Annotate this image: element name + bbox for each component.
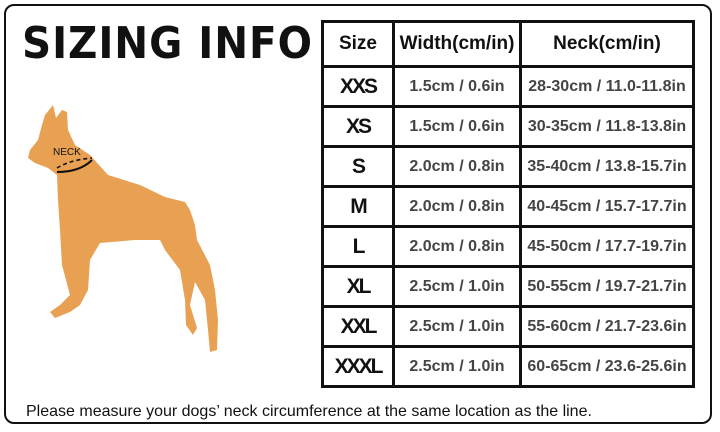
table-header: Size Width(cm/in) Neck(cm/in) bbox=[321, 20, 695, 68]
table-row: XXS 1.5cm / 0.6in 28-30cm / 11.0-11.8in bbox=[321, 65, 695, 108]
neck-cell: 45-50cm / 17.7-19.7in bbox=[519, 225, 695, 268]
width-cell: 1.5cm / 0.6in bbox=[392, 65, 522, 108]
neck-cell: 40-45cm / 15.7-17.7in bbox=[519, 185, 695, 228]
size-cell: XL bbox=[321, 265, 395, 308]
size-cell: XXXL bbox=[321, 345, 395, 388]
page-title: SIZING INFO bbox=[22, 18, 313, 69]
table-row: M 2.0cm / 0.8in 40-45cm / 15.7-17.7in bbox=[321, 185, 695, 228]
width-cell: 2.5cm / 1.0in bbox=[392, 345, 522, 388]
neck-line bbox=[56, 159, 93, 173]
size-table: Size Width(cm/in) Neck(cm/in) XXS 1.5cm /… bbox=[321, 20, 695, 388]
size-cell: M bbox=[321, 185, 395, 228]
width-cell: 2.5cm / 1.0in bbox=[392, 265, 522, 308]
table-row: XXL 2.5cm / 1.0in 55-60cm / 21.7-23.6in bbox=[321, 305, 695, 348]
header-width: Width(cm/in) bbox=[392, 20, 522, 68]
size-cell: S bbox=[321, 145, 395, 188]
neck-cell: 30-35cm / 11.8-13.8in bbox=[519, 105, 695, 148]
table-row: XL 2.5cm / 1.0in 50-55cm / 19.7-21.7in bbox=[321, 265, 695, 308]
header-neck: Neck(cm/in) bbox=[519, 20, 695, 68]
size-cell: XXL bbox=[321, 305, 395, 348]
width-cell: 2.0cm / 0.8in bbox=[392, 225, 522, 268]
neck-label: NECK bbox=[53, 147, 81, 158]
width-cell: 2.0cm / 0.8in bbox=[392, 185, 522, 228]
table-row: S 2.0cm / 0.8in 35-40cm / 13.8-15.7in bbox=[321, 145, 695, 188]
table-row: XXXL 2.5cm / 1.0in 60-65cm / 23.6-25.6in bbox=[321, 345, 695, 388]
size-cell: XS bbox=[321, 105, 395, 148]
width-cell: 2.0cm / 0.8in bbox=[392, 145, 522, 188]
neck-cell: 28-30cm / 11.0-11.8in bbox=[519, 65, 695, 108]
neck-line-dashed bbox=[56, 157, 93, 169]
table-row: L 2.0cm / 0.8in 45-50cm / 17.7-19.7in bbox=[321, 225, 695, 268]
width-cell: 1.5cm / 0.6in bbox=[392, 105, 522, 148]
header-size: Size bbox=[321, 20, 395, 68]
outer-frame bbox=[4, 4, 712, 424]
dog-silhouette bbox=[28, 105, 218, 352]
table-row: XS 1.5cm / 0.6in 30-35cm / 11.8-13.8in bbox=[321, 105, 695, 148]
measure-note: Please measure your dogs’ neck circumfer… bbox=[26, 403, 592, 420]
neck-cell: 50-55cm / 19.7-21.7in bbox=[519, 265, 695, 308]
dog-illustration: NECK bbox=[28, 105, 218, 352]
size-cell: L bbox=[321, 225, 395, 268]
width-cell: 2.5cm / 1.0in bbox=[392, 305, 522, 348]
neck-cell: 60-65cm / 23.6-25.6in bbox=[519, 345, 695, 388]
size-cell: XXS bbox=[321, 65, 395, 108]
neck-cell: 35-40cm / 13.8-15.7in bbox=[519, 145, 695, 188]
neck-cell: 55-60cm / 21.7-23.6in bbox=[519, 305, 695, 348]
